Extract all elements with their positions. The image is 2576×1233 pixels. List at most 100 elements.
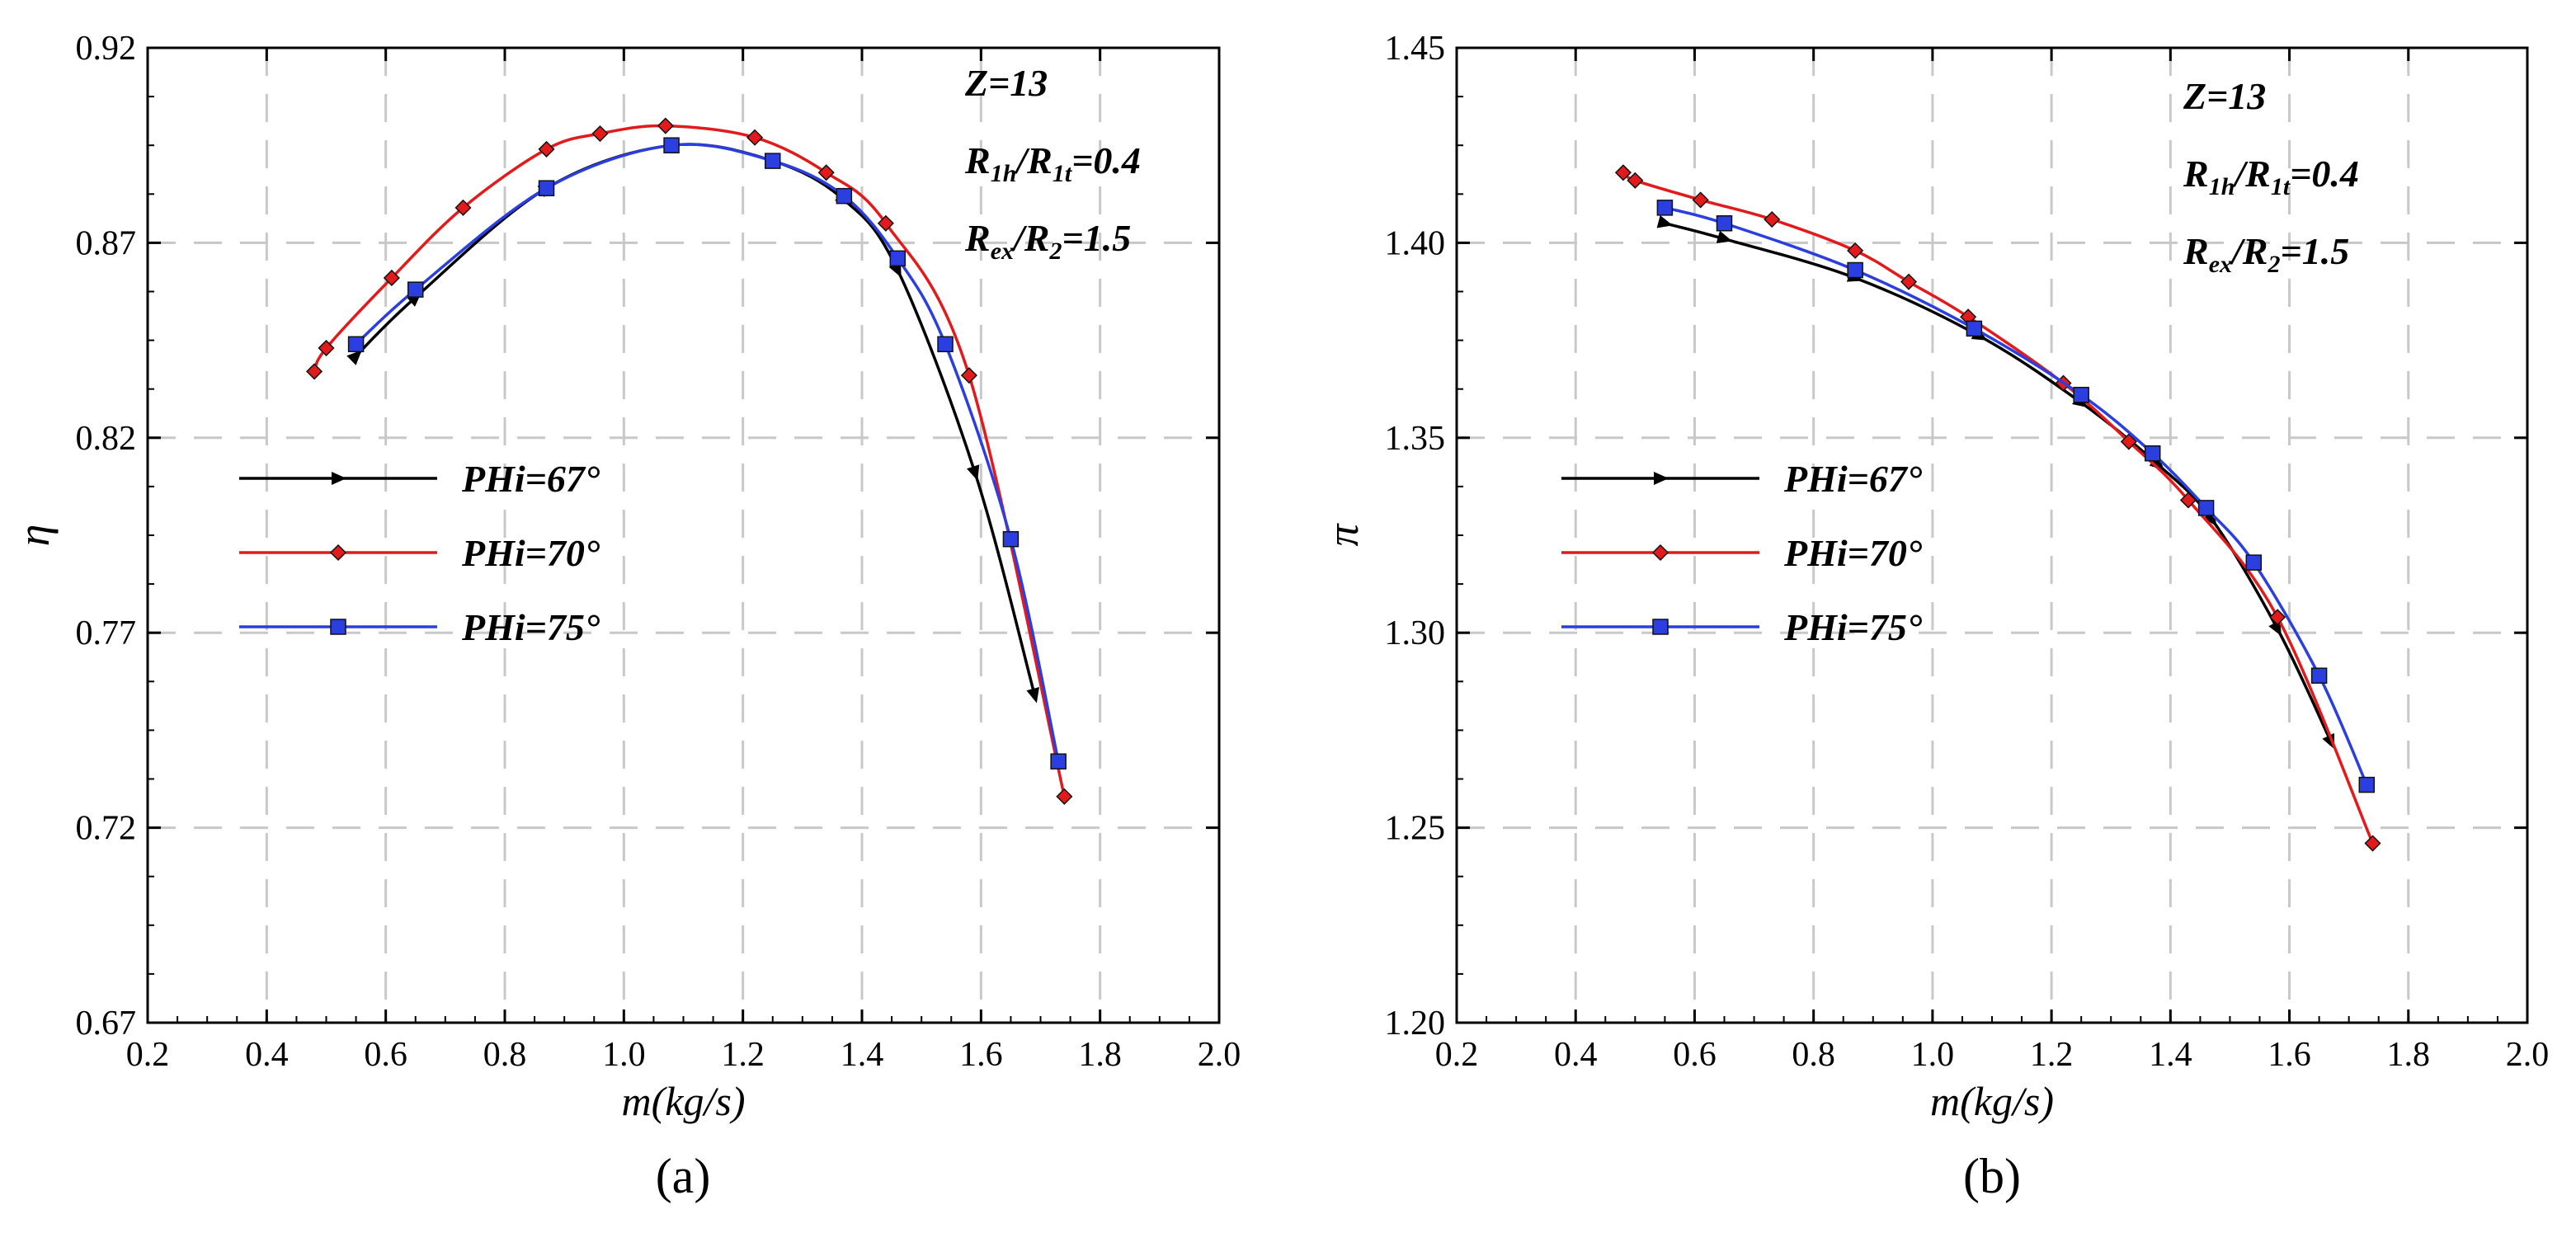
x-tick-label: 0.4 (245, 1036, 289, 1074)
x-tick-label: 0.2 (126, 1036, 170, 1074)
y-tick-label: 0.77 (76, 614, 137, 652)
data-point (1716, 215, 1733, 232)
chart-panel-a: 0.2 0.4 0.6 0.8 1.0 1.2 1.4 1.6 1.8 2.0 0.67 0.72 0.… (9, 30, 1241, 1203)
data-point (1627, 172, 1644, 189)
legend-label: PHi=67° (1783, 458, 1923, 500)
data-point (2120, 433, 2137, 450)
data-point (1900, 273, 1918, 290)
y-tick-label: 0.82 (76, 420, 137, 458)
x-tick-label: 1.4 (2149, 1036, 2192, 1074)
x-tick-label: 0.2 (1435, 1036, 1479, 1074)
data-point (2144, 445, 2161, 462)
legend: PHi=67° PHi=70° PHi=75° (239, 458, 600, 648)
data-point (2358, 776, 2376, 793)
data-point (1614, 164, 1632, 181)
data-point (2364, 835, 2381, 852)
data-point (454, 199, 472, 216)
series-line (355, 143, 1060, 762)
data-point (1026, 687, 1039, 704)
data-point (306, 363, 323, 380)
data-point (1764, 210, 1781, 228)
annotation-exit-ratio: Rex/R2=1.5 (2183, 230, 2349, 278)
x-tick-label: 0.8 (483, 1036, 527, 1074)
data-point (1050, 753, 1067, 769)
data-point (347, 336, 365, 353)
y-tick-label: 1.25 (1385, 810, 1446, 848)
data-point (937, 336, 954, 353)
data-point (836, 187, 853, 205)
legend-marker (332, 472, 346, 485)
x-tick-label: 0.4 (1554, 1036, 1598, 1074)
data-point (1966, 320, 1983, 337)
data-point (591, 125, 609, 143)
x-tick-label: 1.6 (959, 1036, 1003, 1074)
panel-label: (a) (656, 1149, 711, 1203)
x-tick-label: 1.8 (2387, 1036, 2431, 1074)
y-tick-label: 0.72 (76, 810, 137, 848)
gridlines (148, 48, 1219, 1023)
data-point (746, 129, 764, 146)
data-point (765, 153, 781, 169)
x-tick-label: 0.6 (1673, 1036, 1717, 1074)
data-point (1056, 788, 1073, 805)
annotation-blade-count: Z=13 (2183, 75, 2266, 117)
x-axis-title: m(kg/s) (622, 1078, 746, 1124)
legend-label: PHi=67° (461, 458, 600, 500)
data-point (1847, 242, 1864, 259)
x-tick-label: 1.6 (2268, 1036, 2311, 1074)
data-point (1716, 230, 1733, 244)
data-point (1656, 214, 1674, 228)
data-point (960, 367, 977, 384)
data-point (2310, 667, 2328, 684)
x-tick-label: 1.0 (602, 1036, 646, 1074)
series-square (347, 137, 1067, 769)
data-point (2149, 455, 2165, 471)
y-tick-label: 1.45 (1385, 30, 1446, 68)
panel-label: (b) (1963, 1149, 2021, 1203)
data-point (817, 164, 835, 181)
x-tick-label: 1.2 (2030, 1036, 2074, 1074)
y-tick-label: 0.92 (76, 30, 137, 68)
series-line (1664, 206, 2368, 786)
y-axis-title: π (1318, 523, 1368, 547)
data-point (1002, 530, 1020, 548)
data-point (538, 140, 555, 158)
x-tick-label: 0.8 (1792, 1036, 1835, 1074)
gridlines (1457, 48, 2527, 1023)
legend-label: PHi=70° (1783, 532, 1923, 574)
data-point (2245, 554, 2263, 571)
x-tick-label: 1.8 (1078, 1036, 1122, 1074)
data-point (967, 464, 980, 481)
annotation-exit-ratio: Rex/R2=1.5 (964, 217, 1131, 265)
series-line (1622, 171, 2375, 845)
x-tick-label: 1.4 (841, 1036, 884, 1074)
data-point (2073, 387, 2089, 403)
legend-label: PHi=70° (461, 532, 600, 574)
legend-marker (1651, 544, 1669, 562)
data-point (2179, 492, 2197, 509)
x-tick-label: 1.0 (1911, 1036, 1955, 1074)
annotations: Z=13 R1h/R1t=0.4 Rex/R2=1.5 (964, 62, 1141, 265)
series-diamond (306, 117, 1073, 805)
series-square (1656, 200, 2376, 793)
annotation-radius-ratio: R1h/R1t=0.4 (2183, 153, 2359, 200)
legend-marker (1652, 619, 1669, 635)
x-tick-label: 2.0 (2506, 1036, 2550, 1074)
annotation-blade-count: Z=13 (964, 62, 1048, 104)
chart-panel-b: 0.2 0.4 0.6 0.8 1.0 1.2 1.4 1.6 1.8 2.0 1.20 1.25 1.… (1318, 30, 2549, 1203)
y-tick-label: 1.20 (1385, 1005, 1446, 1042)
y-tick-label: 0.87 (76, 224, 137, 262)
data-point (318, 339, 335, 357)
legend-label: PHi=75° (461, 606, 600, 648)
data-point (1692, 191, 1709, 209)
data-point (889, 250, 907, 267)
data-point (2197, 500, 2215, 516)
y-tick-label: 1.30 (1385, 614, 1446, 652)
data-point (346, 350, 362, 365)
data-point (877, 214, 894, 232)
legend-marker (1654, 472, 1669, 485)
y-tick-label: 1.40 (1385, 224, 1446, 262)
data-point (2269, 609, 2286, 626)
x-tick-label: 2.0 (1198, 1036, 1241, 1074)
